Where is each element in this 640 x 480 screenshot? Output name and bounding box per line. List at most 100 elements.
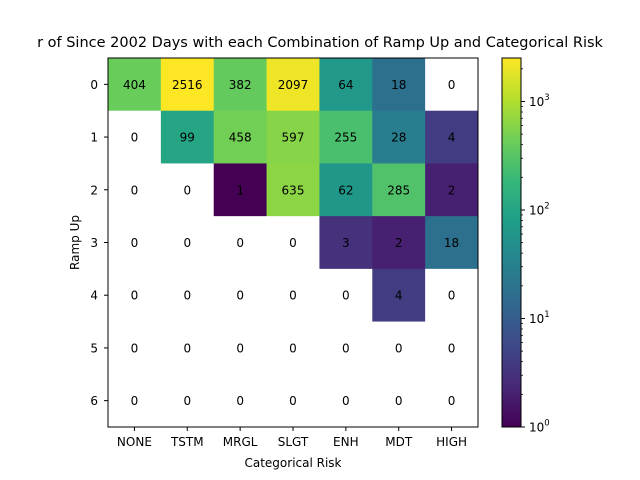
- cell-value-label: 28: [391, 131, 406, 145]
- cell-value-label: 0: [131, 289, 139, 303]
- colorbar-tick-label: 102: [529, 201, 550, 217]
- heatmap-cell: [160, 58, 215, 112]
- heatmap-cell: [319, 216, 373, 270]
- heatmap-cell: [425, 110, 479, 164]
- heatmap-cell: [372, 58, 426, 112]
- colorbar-tick-label: 103: [529, 93, 550, 109]
- cell-value-label: 0: [236, 236, 244, 250]
- heatmap-cell: [372, 163, 426, 217]
- cell-value-label: 0: [448, 341, 456, 355]
- heatmap-cell: [108, 268, 162, 323]
- heatmap-cell: [108, 321, 162, 375]
- cell-value-label: 4: [448, 131, 456, 145]
- x-tick-label: ENH: [333, 435, 359, 449]
- y-tick-label: 4: [90, 289, 98, 303]
- cell-value-label: 3: [342, 236, 350, 250]
- heatmap-cells: [108, 58, 479, 428]
- cell-value-label: 0: [131, 236, 139, 250]
- heatmap-cell: [266, 58, 320, 112]
- colorbar: [501, 57, 522, 428]
- heatmap-cell: [213, 110, 268, 164]
- x-tick-label: TSTM: [170, 435, 204, 449]
- heatmap-cell: [425, 268, 479, 323]
- x-tick-label: HIGH: [436, 435, 467, 449]
- cell-value-label: 0: [395, 341, 403, 355]
- heatmap-cell: [372, 321, 426, 375]
- chart-title: r of Since 2002 Days with each Combinati…: [37, 35, 603, 51]
- heatmap-cell: [425, 216, 479, 270]
- cell-value-label: 285: [387, 183, 410, 197]
- colorbar-axis: 100 101 102 103: [521, 68, 550, 435]
- cell-value-label: 0: [183, 183, 191, 197]
- heatmap-cell: [213, 374, 268, 428]
- heatmap-cell: [160, 163, 215, 217]
- y-axis: 0 1 2 3 4 5 6: [90, 78, 108, 408]
- heatmap-cell: [425, 163, 479, 217]
- cell-value-label: 0: [131, 131, 139, 145]
- x-axis-label: Categorical Risk: [244, 456, 341, 470]
- y-tick-label: 2: [90, 183, 98, 197]
- cell-value-label: 0: [448, 289, 456, 303]
- cell-value-label: 458: [229, 131, 252, 145]
- cell-value-label: 0: [183, 236, 191, 250]
- cell-value-label: 1: [236, 183, 244, 197]
- heatmap-cell: [266, 321, 320, 375]
- heatmap-cell: [160, 268, 215, 323]
- cell-value-label: 0: [448, 78, 456, 92]
- heatmap-cell: [108, 216, 162, 270]
- colorbar-tick-label: 101: [529, 310, 550, 326]
- cell-value-label: 404: [123, 78, 146, 92]
- heatmap-cell: [372, 216, 426, 270]
- cell-value-label: 255: [334, 131, 357, 145]
- cell-value-label: 0: [236, 289, 244, 303]
- heatmap-cell: [160, 321, 215, 375]
- y-tick-label: 6: [90, 394, 98, 408]
- cell-value-label: 0: [289, 289, 297, 303]
- cell-value-label: 2097: [278, 78, 309, 92]
- heatmap-cell: [372, 110, 426, 164]
- cell-value-label: 62: [338, 183, 353, 197]
- x-tick-label: NONE: [117, 435, 152, 449]
- heatmap-cell: [319, 110, 373, 164]
- heatmap-cell: [108, 163, 162, 217]
- cell-value-label: 0: [342, 289, 350, 303]
- cell-value-label: 0: [289, 236, 297, 250]
- heatmap-cell: [266, 163, 320, 217]
- heatmap-cell: [372, 374, 426, 428]
- heatmap-cell: [425, 58, 479, 112]
- heatmap-cell: [213, 216, 268, 270]
- x-tick-label: MDT: [385, 435, 413, 449]
- cell-value-label: 0: [183, 394, 191, 408]
- heatmap-cell: [213, 58, 268, 112]
- x-tick-label: SLGT: [278, 435, 309, 449]
- heatmap-cell: [266, 216, 320, 270]
- cell-value-label: 18: [391, 78, 406, 92]
- cell-value-label: 597: [282, 131, 305, 145]
- cell-value-label: 2: [395, 236, 403, 250]
- x-axis: NONE TSTM MRGL SLGT ENH MDT HIGH: [117, 427, 467, 449]
- cell-value-label: 4: [395, 289, 403, 303]
- heatmap-cell: [160, 110, 215, 164]
- cell-value-label: 0: [131, 183, 139, 197]
- cell-value-label: 0: [131, 341, 139, 355]
- cell-value-label: 635: [282, 183, 305, 197]
- cell-value-label: 0: [342, 341, 350, 355]
- heatmap-cell: [266, 268, 320, 323]
- cell-value-label: 382: [229, 78, 252, 92]
- x-tick-label: MRGL: [223, 435, 258, 449]
- heatmap-cell: [319, 268, 373, 323]
- cell-value-label: 2: [448, 183, 456, 197]
- cell-value-label: 2516: [172, 78, 203, 92]
- cell-value-label: 0: [342, 394, 350, 408]
- cell-value-label: 0: [448, 394, 456, 408]
- cell-value-label: 99: [180, 131, 195, 145]
- cell-value-label: 0: [395, 394, 403, 408]
- cell-value-label: 0: [236, 394, 244, 408]
- heatmap-cell: [425, 374, 479, 428]
- heatmap-cell-labels: 404 2516 382 2097 64 18 0 0 99 458 597 255 28 4 0 0 1 635…: [123, 78, 459, 408]
- cell-value-label: 0: [183, 289, 191, 303]
- cell-value-label: 0: [289, 394, 297, 408]
- heatmap-cell: [213, 163, 268, 217]
- heatmap-cell: [160, 216, 215, 270]
